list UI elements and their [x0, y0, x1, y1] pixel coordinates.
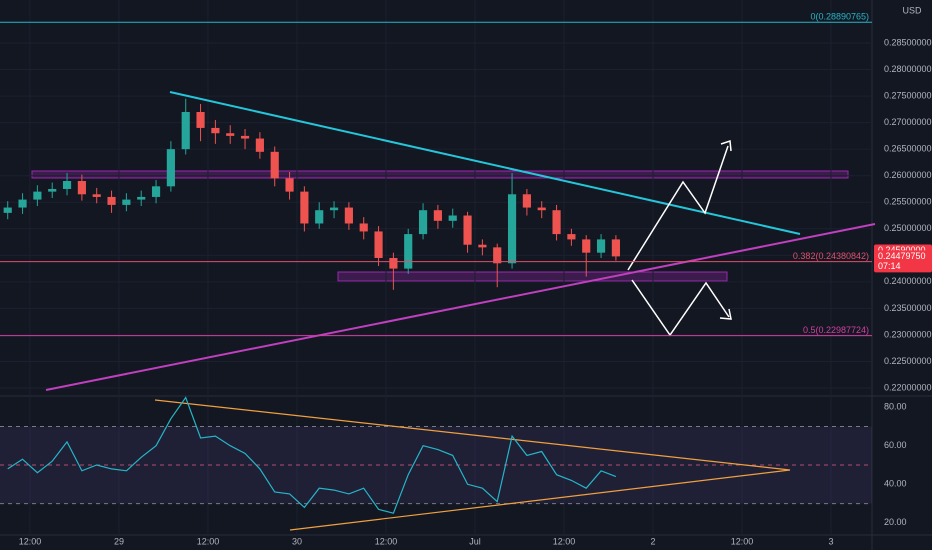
y-tick-label: 0.23000000 — [884, 329, 932, 339]
candle-body — [493, 247, 502, 264]
candle-body — [33, 191, 42, 200]
candle-body — [240, 135, 250, 139]
candle-body — [62, 181, 72, 189]
candle-body — [463, 215, 472, 245]
candles — [0, 0, 872, 535]
candle-body — [582, 239, 591, 253]
support-zone — [337, 271, 728, 282]
candle-body — [374, 231, 383, 258]
y-tick-label: 80.00 — [884, 402, 907, 412]
y-tick-label: 40.00 — [884, 479, 907, 489]
candle-body — [151, 186, 161, 197]
candle-body — [567, 234, 576, 240]
candle-body — [433, 210, 442, 221]
candle-body — [522, 194, 531, 208]
candle-body — [166, 149, 175, 187]
y-tick-label: 0.28500000 — [884, 37, 932, 47]
candle-body — [181, 112, 190, 150]
candle-body — [537, 207, 546, 211]
y-tick-label: 0.22000000 — [884, 382, 932, 392]
fib-label: 0.382(0.24380842) — [793, 251, 869, 261]
candle-body — [404, 234, 413, 269]
bull-scenario-arrow — [627, 145, 729, 271]
arrowhead — [720, 139, 732, 152]
y-tick-label: 0.28000000 — [884, 64, 932, 74]
bear-scenario-arrow — [631, 279, 730, 337]
candle-body — [478, 244, 487, 248]
candle-body — [255, 138, 264, 152]
y-tick-label: 60.00 — [884, 440, 907, 450]
x-tick-label: 12:00 — [553, 536, 576, 546]
fib-label: 0.5(0.22987724) — [803, 325, 869, 335]
candle-body — [611, 239, 620, 257]
fib-label: 0(0.28890765) — [810, 12, 869, 22]
x-tick-label: Jul — [469, 536, 481, 546]
y-tick-label: 0.25500000 — [884, 197, 932, 207]
candle-body — [418, 210, 428, 235]
currency: USD — [902, 5, 922, 15]
candle-body — [389, 257, 398, 269]
y-tick-label: 0.23500000 — [884, 303, 932, 313]
y-tick-label: 0.25000000 — [884, 223, 932, 233]
rsi-line — [7, 396, 617, 514]
y-tick-label: 0.26500000 — [884, 144, 932, 154]
x-tick-label: 3 — [828, 536, 833, 546]
candle-body — [596, 239, 606, 253]
candle-body — [270, 151, 279, 179]
x-tick-label: 2 — [650, 536, 655, 546]
x-tick-label: 12:00 — [197, 536, 220, 546]
y-tick-label: 0.27000000 — [884, 117, 932, 127]
candle-body — [448, 215, 457, 221]
rsi-trendline — [289, 469, 791, 531]
arrowhead — [719, 308, 732, 320]
price-tag-label: 0.24590000 — [878, 245, 926, 255]
candle-body — [18, 199, 27, 208]
countdown: 07:14 — [878, 261, 901, 271]
price-tag — [874, 250, 932, 273]
candle-body — [3, 207, 12, 213]
candle-body — [196, 112, 205, 128]
y-tick-label: 0.24000000 — [884, 276, 932, 286]
candle-body — [211, 127, 220, 134]
candle-body — [285, 178, 294, 192]
candle-body — [315, 210, 324, 224]
candle-body — [137, 196, 146, 200]
candle-body — [507, 194, 517, 264]
candle-body — [329, 207, 339, 211]
candle-body — [552, 210, 561, 235]
candle-body — [344, 207, 353, 224]
x-tick-label: 12:00 — [19, 536, 42, 546]
candle-body — [92, 194, 101, 197]
x-tick-label: 12:00 — [731, 536, 754, 546]
candle-body — [226, 133, 235, 136]
candle-body — [107, 196, 116, 205]
y-tick-label: 0.27500000 — [884, 90, 932, 100]
candle-body — [300, 191, 309, 224]
trendline-down — [169, 91, 801, 235]
candle-body — [77, 181, 86, 195]
candle-body — [359, 223, 368, 232]
y-tick-label: 0.26000000 — [884, 170, 932, 180]
x-tick-label: 30 — [292, 536, 302, 546]
resistance-zone — [31, 170, 849, 179]
price-tag-label: 0.24479750 — [878, 251, 926, 261]
y-tick-label: 0.22500000 — [884, 356, 932, 366]
y-tick-label: 20.00 — [884, 517, 907, 527]
candle-body — [122, 199, 131, 205]
x-tick-label: 29 — [114, 536, 124, 546]
candle-body — [48, 188, 57, 192]
x-tick-label: 12:00 — [375, 536, 398, 546]
rsi-trendline — [154, 399, 791, 471]
trendline-up — [45, 223, 876, 391]
